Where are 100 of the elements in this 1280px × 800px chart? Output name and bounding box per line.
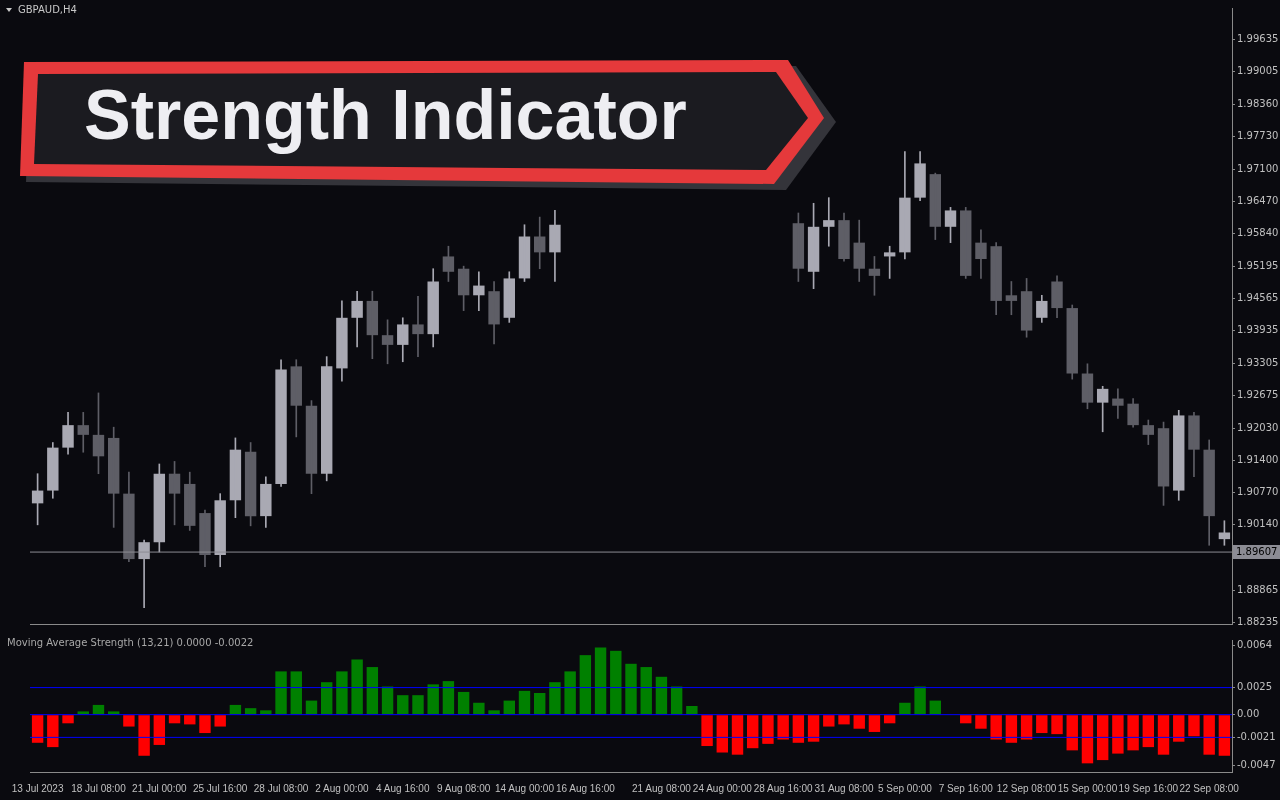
bar bbox=[1036, 715, 1048, 734]
bar bbox=[579, 655, 592, 715]
x-tick-label: 12 Sep 08:00 bbox=[996, 782, 1057, 794]
bar bbox=[107, 711, 120, 715]
bar bbox=[1020, 715, 1033, 740]
x-tick-label: 5 Sep 00:00 bbox=[877, 782, 933, 794]
x-tick-label: 19 Sep 16:00 bbox=[1118, 782, 1179, 794]
bar bbox=[823, 715, 835, 727]
x-tick-label: 18 Jul 08:00 bbox=[71, 782, 127, 794]
bar bbox=[594, 647, 607, 715]
x-tick-label: 14 Aug 00:00 bbox=[495, 782, 555, 794]
bar bbox=[610, 650, 622, 715]
x-tick-label: 25 Jul 16:00 bbox=[192, 782, 248, 794]
y-tick-label: 1.99635 bbox=[1237, 33, 1279, 45]
x-tick-label: 9 Aug 08:00 bbox=[436, 782, 491, 794]
bar bbox=[518, 690, 531, 715]
bar bbox=[807, 715, 820, 742]
x-tick-label: 16 Aug 16:00 bbox=[555, 782, 616, 794]
bar bbox=[457, 691, 470, 715]
bar bbox=[914, 686, 926, 715]
bar bbox=[1066, 715, 1078, 751]
bar bbox=[1203, 715, 1215, 755]
x-tick-label: 28 Jul 08:00 bbox=[253, 782, 309, 794]
bar bbox=[168, 715, 181, 724]
bar bbox=[153, 715, 166, 745]
x-tick-label: 15 Sep 00:00 bbox=[1057, 782, 1118, 794]
bar bbox=[1188, 715, 1200, 737]
bar bbox=[1112, 715, 1124, 754]
y-tick-label: 1.88865 bbox=[1237, 583, 1279, 595]
bar bbox=[1157, 715, 1170, 755]
bar bbox=[199, 715, 211, 734]
bar bbox=[1081, 715, 1094, 764]
x-tick-label: 21 Aug 08:00 bbox=[631, 782, 692, 794]
bar bbox=[473, 702, 485, 715]
bar bbox=[290, 671, 302, 715]
bar bbox=[1127, 715, 1139, 751]
bar bbox=[1218, 715, 1231, 756]
x-tick-label: 31 Aug 08:00 bbox=[814, 782, 874, 794]
text: Strength Indicator bbox=[84, 76, 687, 154]
ref-line-label: 1.89607 bbox=[1236, 545, 1278, 557]
bar bbox=[549, 682, 561, 715]
bar bbox=[123, 715, 135, 727]
x-tick-label: 2 Aug 00:00 bbox=[315, 782, 370, 794]
bar bbox=[883, 715, 896, 724]
y-tick-label: 0.0064 bbox=[1237, 639, 1272, 650]
bar bbox=[1096, 715, 1109, 761]
chart-subtitle: GBPAUD,H4 bbox=[18, 4, 77, 15]
bar bbox=[762, 715, 774, 744]
bar bbox=[336, 671, 348, 715]
bar bbox=[640, 667, 652, 715]
bar bbox=[1173, 715, 1185, 742]
y-tick-label: 1.96470 bbox=[1237, 194, 1279, 206]
candlestick bbox=[412, 295, 424, 357]
y-tick-label: 1.95195 bbox=[1237, 260, 1279, 272]
bar bbox=[397, 695, 409, 715]
bar bbox=[442, 681, 455, 715]
y-tick-label: -0.0047 bbox=[1237, 759, 1276, 771]
y-tick-label: 1.99005 bbox=[1237, 65, 1279, 77]
y-tick-label: 1.97100 bbox=[1237, 162, 1279, 174]
x-tick-label: 4 Aug 16:00 bbox=[376, 782, 430, 794]
bar bbox=[351, 659, 363, 715]
bar bbox=[534, 693, 546, 715]
bar bbox=[747, 715, 759, 749]
bar bbox=[625, 663, 637, 715]
bar bbox=[488, 710, 500, 715]
bar bbox=[777, 715, 789, 740]
bar bbox=[47, 715, 59, 748]
y-tick-label: 0.00 bbox=[1237, 708, 1260, 720]
y-tick-label: 1.93935 bbox=[1237, 324, 1279, 336]
bar bbox=[975, 715, 987, 729]
candlestick bbox=[914, 151, 926, 202]
bar bbox=[366, 667, 379, 715]
y-tick-label: 1.95840 bbox=[1237, 227, 1279, 239]
bar bbox=[77, 711, 89, 715]
x-tick-label: 7 Sep 16:00 bbox=[938, 782, 994, 794]
bar bbox=[960, 715, 972, 724]
bar bbox=[31, 715, 44, 743]
bar bbox=[214, 715, 226, 727]
bar bbox=[868, 715, 881, 732]
y-tick-label: -0.0021 bbox=[1237, 730, 1276, 742]
bar bbox=[412, 695, 424, 715]
bar bbox=[899, 702, 911, 715]
bar bbox=[138, 715, 150, 756]
bar bbox=[244, 708, 257, 715]
x-tick-label: 28 Aug 16:00 bbox=[753, 782, 814, 794]
x-tick-label: 24 Aug 00:00 bbox=[692, 782, 753, 794]
bar bbox=[92, 704, 105, 715]
candlestick bbox=[1188, 412, 1200, 478]
bar bbox=[503, 700, 515, 715]
bar bbox=[305, 700, 318, 715]
y-tick-label: 1.88235 bbox=[1237, 615, 1279, 627]
bar bbox=[686, 706, 698, 715]
bar bbox=[670, 686, 683, 715]
chart-title: Moving Average Strength (13,21) 0.0000 -0.0022 bbox=[7, 637, 254, 648]
x-tick-label: 21 Jul 00:00 bbox=[132, 782, 187, 794]
y-tick-label: 1.91400 bbox=[1237, 454, 1279, 466]
y-tick-label: 1.94565 bbox=[1237, 292, 1279, 304]
bar bbox=[792, 715, 805, 743]
bar bbox=[229, 704, 242, 715]
bar bbox=[381, 686, 394, 715]
